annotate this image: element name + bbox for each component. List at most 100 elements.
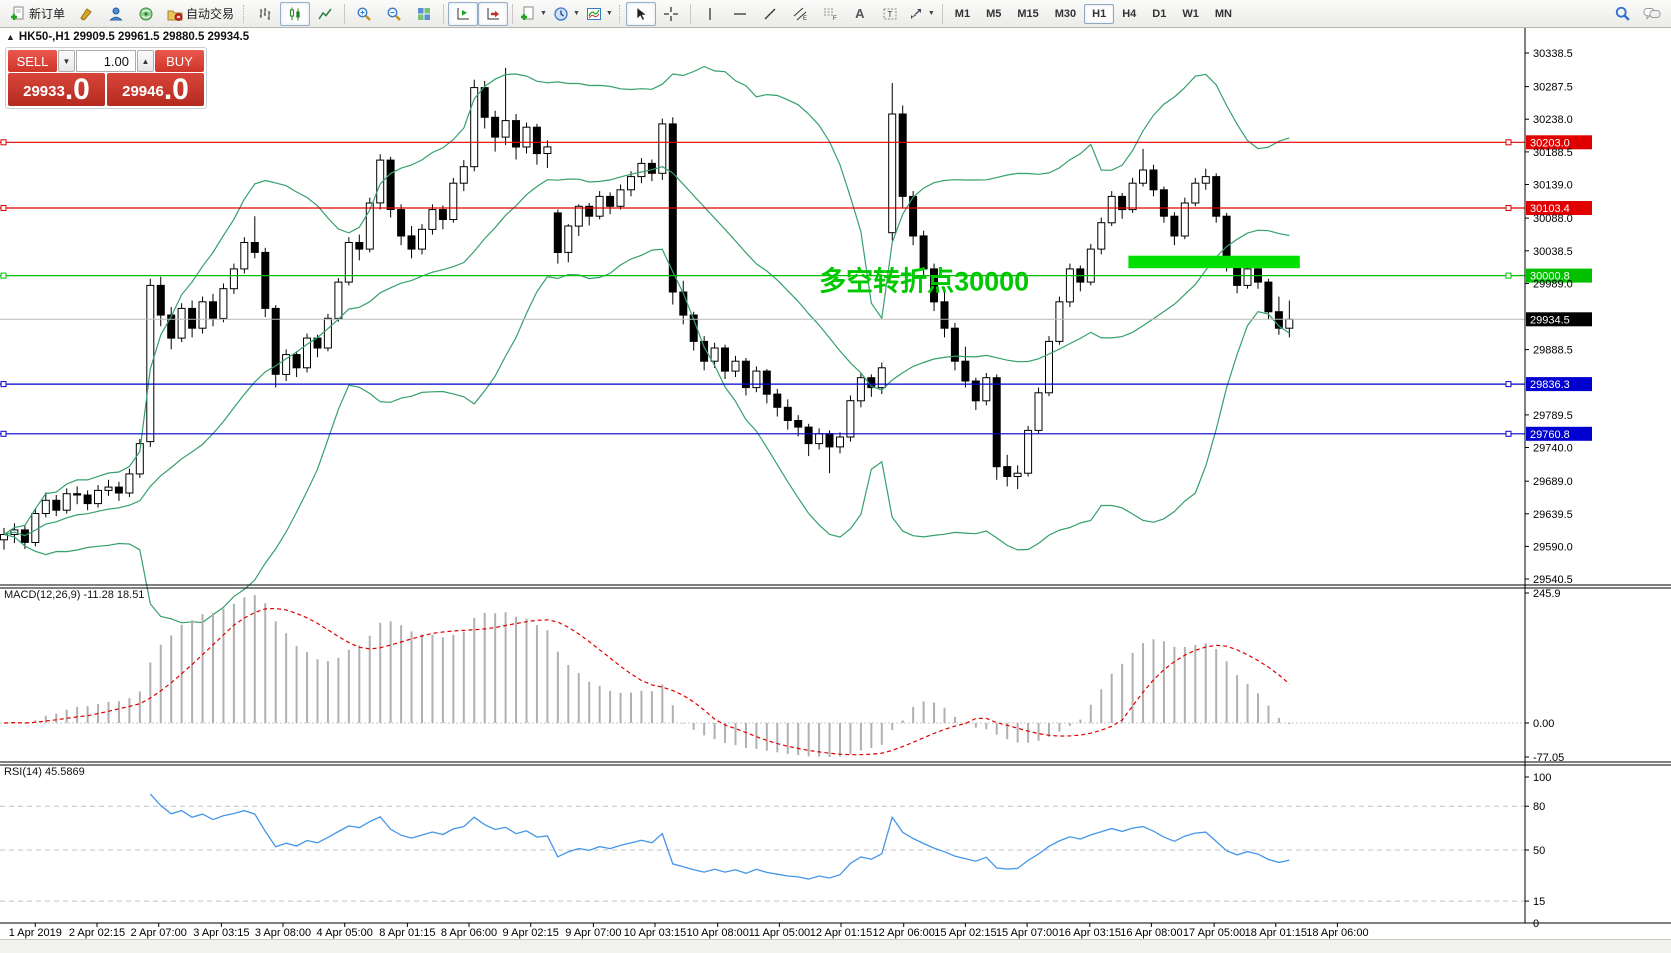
sell-button[interactable]: SELL (8, 50, 57, 72)
chart-canvas[interactable]: 30203.0 30103.4 30000.8 29836.3 29760.8 29934… (0, 28, 1671, 953)
horizontal-line-30203.0[interactable]: 30203.0 (0, 135, 1592, 150)
chat-button[interactable] (1637, 2, 1667, 26)
candle (1013, 472, 1022, 478)
highlight-band[interactable] (1128, 255, 1300, 269)
main-toolbar: 新订单 自动交易 ▼ ▼ ▼ (0, 0, 1671, 28)
auto-scroll-button[interactable] (478, 1, 509, 26)
symbol-header: ▲ HK50-,H1 29909.5 29961.5 29880.5 29934.… (6, 31, 249, 43)
bar-chart-button[interactable] (250, 2, 280, 26)
rsi-tick-label: 0 (1533, 918, 1539, 930)
candle (1191, 182, 1200, 204)
candle (491, 116, 500, 138)
horizontal-line-29836.3[interactable]: 29836.3 (0, 377, 1592, 392)
timeframe-h1-button[interactable]: H1 (1084, 3, 1115, 24)
indicators-dropdown-button[interactable]: ▼ (583, 2, 616, 26)
current-price-line: 29934.5 (0, 312, 1592, 327)
cursor-button[interactable] (625, 1, 656, 26)
annotation-text[interactable]: 多空转折点30000 (819, 266, 1029, 297)
line-handle[interactable] (1505, 381, 1512, 388)
line-handle[interactable] (1505, 205, 1512, 211)
styler-button[interactable] (71, 2, 101, 26)
candle (700, 340, 709, 362)
price-tick-label: 30139.0 (1533, 180, 1573, 192)
rsi-axis: 100 80 50 15 0 (1525, 772, 1551, 930)
candle (595, 195, 604, 217)
line-handle[interactable] (0, 381, 7, 388)
time-tick-label: 12 Apr 06:00 (873, 927, 935, 939)
sell-price-button[interactable]: 29933.0 (8, 73, 105, 106)
candlestick-chart-button[interactable] (280, 1, 311, 26)
timeframe-h4-button[interactable]: H4 (1122, 7, 1137, 20)
rsi-line (149, 793, 1290, 880)
time-tick-label: 9 Apr 02:15 (503, 927, 559, 939)
timeframe-d1-button[interactable]: D1 (1152, 7, 1167, 20)
buy-price-button[interactable]: 29946.0 (107, 73, 204, 106)
channel-tool-button[interactable]: E (785, 2, 815, 26)
candle (647, 162, 656, 174)
chart-shift-icon (457, 7, 470, 19)
collapse-panel-icon[interactable]: ▲ (6, 32, 15, 42)
volume-step-down-button[interactable]: ▼ (58, 50, 75, 72)
price-level-badge: 30103.4 (1530, 203, 1570, 215)
search-button[interactable] (1607, 2, 1637, 26)
templates-dropdown-button[interactable]: ▼ (517, 2, 550, 26)
status-strip (0, 939, 1671, 953)
candle (271, 307, 280, 375)
line-chart-button[interactable] (310, 2, 340, 26)
new-order-button[interactable]: 新订单 (4, 2, 71, 26)
line-handle[interactable] (1505, 430, 1512, 437)
svg-text:F: F (833, 16, 837, 22)
toolbar-grip (243, 4, 247, 23)
timeframe-m1-button[interactable]: M1 (954, 7, 971, 20)
zoom-in-button[interactable] (349, 2, 379, 26)
timeframe-m5-button[interactable]: M5 (986, 7, 1002, 20)
candle (752, 370, 761, 389)
candle (114, 486, 123, 494)
line-handle[interactable] (0, 430, 7, 437)
text-label-tool-button[interactable]: T (875, 2, 905, 26)
horizontal-line-30103.4[interactable]: 30103.4 (0, 201, 1592, 215)
volume-input[interactable]: 1.00 (76, 50, 136, 72)
horizontal-line-tool-button[interactable] (725, 2, 755, 26)
timeframe-m15-button[interactable]: M15 (1017, 7, 1039, 20)
trendline-tool-button[interactable] (755, 2, 785, 26)
dropdown-arrow-icon: ▼ (605, 10, 613, 17)
cursor-icon (636, 6, 648, 21)
timeframe-m30-button[interactable]: M30 (1054, 7, 1077, 20)
dropdown-arrow-icon: ▼ (572, 10, 580, 17)
volume-step-up-button[interactable]: ▲ (137, 50, 154, 72)
buy-button[interactable]: BUY (155, 50, 204, 72)
candle (898, 113, 907, 197)
line-handle[interactable] (0, 139, 7, 146)
auto-trading-button[interactable]: 自动交易 (161, 2, 240, 26)
price-level-badge: 30000.8 (1530, 271, 1570, 283)
zoom-out-button[interactable] (379, 2, 409, 26)
candle (773, 393, 782, 408)
chart-window[interactable]: 30203.0 30103.4 30000.8 29836.3 29760.8 29934… (0, 28, 1671, 953)
candle (167, 314, 176, 339)
dropdown-arrow-icon: ▼ (540, 10, 547, 17)
crosshair-button[interactable] (656, 2, 686, 26)
text-tool-button[interactable]: A (845, 2, 875, 26)
line-handle[interactable] (0, 272, 7, 279)
candle (449, 182, 458, 220)
chart-shift-button[interactable] (448, 1, 479, 26)
timeframe-mn-button[interactable]: MN (1214, 7, 1232, 20)
periods-dropdown-button[interactable]: ▼ (550, 2, 583, 26)
line-handle[interactable] (0, 205, 7, 211)
timeframe-w1-button[interactable]: W1 (1182, 7, 1199, 20)
horizontal-line-29760.8[interactable]: 29760.8 (0, 426, 1592, 441)
profiles-button[interactable] (101, 2, 131, 26)
current-price-badge: 29934.5 (1530, 314, 1570, 326)
signal-button[interactable] (131, 2, 161, 26)
line-handle[interactable] (1505, 272, 1512, 279)
line-handle[interactable] (1505, 139, 1512, 146)
price-tick-label: 29639.5 (1533, 509, 1573, 521)
tile-windows-button[interactable] (409, 2, 439, 26)
sell-price-main: 29933 (23, 83, 65, 100)
vertical-line-tool-button[interactable] (695, 2, 725, 26)
chart-background[interactable] (0, 28, 1671, 940)
fibonacci-tool-button[interactable]: F (815, 2, 845, 26)
arrows-dropdown-button[interactable]: ▼ (905, 2, 938, 26)
horizontal-line-30000.8[interactable]: 30000.8 (0, 268, 1592, 283)
